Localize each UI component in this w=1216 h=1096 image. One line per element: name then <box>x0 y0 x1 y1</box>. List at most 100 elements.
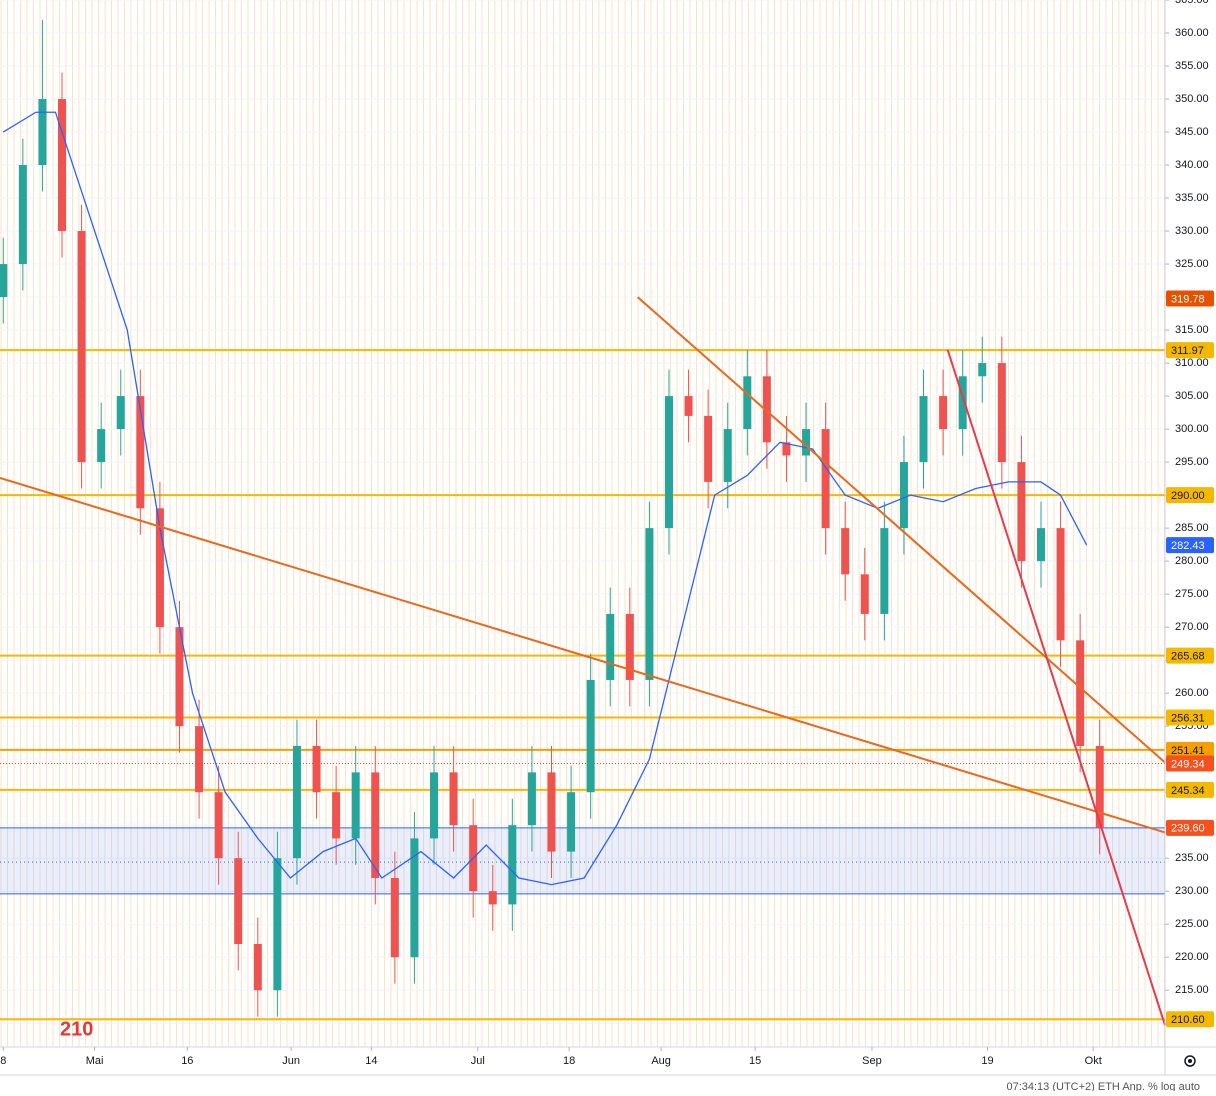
candle-body <box>1056 528 1065 641</box>
candle-body <box>939 396 948 430</box>
y-tick-label: 340.00 <box>1175 159 1209 171</box>
candle-body <box>1076 640 1085 746</box>
y-tick-label: 350.00 <box>1175 93 1209 105</box>
price-label-box <box>1166 647 1214 664</box>
support-zone <box>0 827 1165 894</box>
y-tick-label: 335.00 <box>1175 192 1209 204</box>
candle-body <box>97 429 106 463</box>
y-tick-label: 315.00 <box>1175 324 1209 336</box>
candle-body <box>997 363 1006 463</box>
price-label-box <box>1166 487 1214 504</box>
candle-body <box>684 396 693 416</box>
y-tick-label: 365.00 <box>1175 0 1209 6</box>
candle-body <box>175 627 184 727</box>
footer-status: 07:34:13 (UTC+2) ETH Anp. % log auto <box>1006 1081 1200 1091</box>
trend-line <box>636 296 1166 764</box>
candle-body <box>958 376 967 430</box>
candle-body <box>723 429 732 482</box>
price-label-box <box>1166 709 1214 726</box>
x-tick-label: Sep <box>862 1055 882 1067</box>
drawing-stripes <box>0 0 1165 1047</box>
x-tick-label: 16 <box>181 1055 193 1067</box>
candle-body <box>625 613 634 680</box>
y-tick-label: 300.00 <box>1175 423 1209 435</box>
price-label-box <box>1166 755 1214 772</box>
candle-body <box>155 508 164 628</box>
price-label-box <box>1166 290 1214 307</box>
y-tick-label: 270.00 <box>1175 621 1209 633</box>
candle-body <box>116 396 125 430</box>
candle-body <box>390 878 399 958</box>
candle-body <box>880 528 889 614</box>
price-label-box <box>1166 741 1214 758</box>
candle-body <box>762 376 771 443</box>
candle-body <box>38 99 47 166</box>
candle-body <box>841 528 850 575</box>
y-tick-label: 275.00 <box>1175 588 1209 600</box>
y-tick-label: 325.00 <box>1175 258 1209 270</box>
annotation: 210 <box>60 1018 93 1040</box>
candle-body <box>743 376 752 430</box>
price-label-box <box>1166 537 1214 554</box>
y-tick-label: 295.00 <box>1175 456 1209 468</box>
x-tick-label: Jun <box>282 1055 300 1067</box>
moving-average <box>2 111 1088 886</box>
candle-body <box>508 825 517 905</box>
candle-body <box>586 679 595 793</box>
x-tick-label: 15 <box>749 1055 761 1067</box>
x-tick-label: 8 <box>0 1055 6 1067</box>
y-tick-label: 285.00 <box>1175 522 1209 534</box>
price-label: 251.41 <box>1171 745 1205 757</box>
candle-body <box>332 792 341 839</box>
price-label: 245.34 <box>1171 785 1205 797</box>
price-label: 290.00 <box>1171 490 1205 502</box>
price-label: 256.31 <box>1171 712 1205 724</box>
candle-body <box>58 99 67 232</box>
candle-body <box>899 462 908 529</box>
x-tick-label: Jul <box>471 1055 485 1067</box>
price-label-box <box>1166 342 1214 359</box>
candle-body <box>645 528 654 680</box>
candle-body <box>449 772 458 826</box>
y-tick-label: 310.00 <box>1175 357 1209 369</box>
candle-body <box>214 792 223 859</box>
x-tick-label: 18 <box>563 1055 575 1067</box>
candle-body <box>253 944 262 991</box>
trend-line <box>946 349 1166 1026</box>
price-label-box <box>1166 819 1214 836</box>
candle-body <box>527 772 536 826</box>
settings-icon[interactable] <box>1184 1055 1196 1067</box>
candle-body <box>136 396 145 509</box>
candle-body <box>273 858 282 991</box>
y-tick-label: 305.00 <box>1175 390 1209 402</box>
y-tick-label: 260.00 <box>1175 687 1209 699</box>
candle-body <box>664 396 673 529</box>
y-tick-label: 330.00 <box>1175 225 1209 237</box>
price-label: 249.34 <box>1171 758 1205 770</box>
price-label-box <box>1166 781 1214 798</box>
price-label: 282.43 <box>1171 540 1205 552</box>
candle-body <box>292 745 301 859</box>
candle-body <box>351 772 360 839</box>
candle-body <box>606 613 615 680</box>
y-tick-label: 225.00 <box>1175 918 1209 930</box>
candle-body <box>1017 462 1026 562</box>
y-tick-label: 230.00 <box>1175 885 1209 897</box>
y-tick-label: 220.00 <box>1175 951 1209 963</box>
price-label: 311.97 <box>1171 345 1204 357</box>
candle-body <box>802 429 811 456</box>
price-label: 319.78 <box>1171 293 1205 305</box>
y-tick-label: 345.00 <box>1175 126 1209 138</box>
x-tick-label: 19 <box>981 1055 993 1067</box>
price-label-box <box>1166 1011 1214 1028</box>
candle-body <box>1095 745 1104 828</box>
x-tick-label: Aug <box>651 1055 671 1067</box>
x-tick-label: Mai <box>86 1055 104 1067</box>
y-tick-label: 215.00 <box>1175 984 1209 996</box>
price-label: 239.60 <box>1171 823 1205 835</box>
y-tick-label: 235.00 <box>1175 852 1209 864</box>
candle-body <box>567 792 576 852</box>
candle-body <box>195 726 204 793</box>
